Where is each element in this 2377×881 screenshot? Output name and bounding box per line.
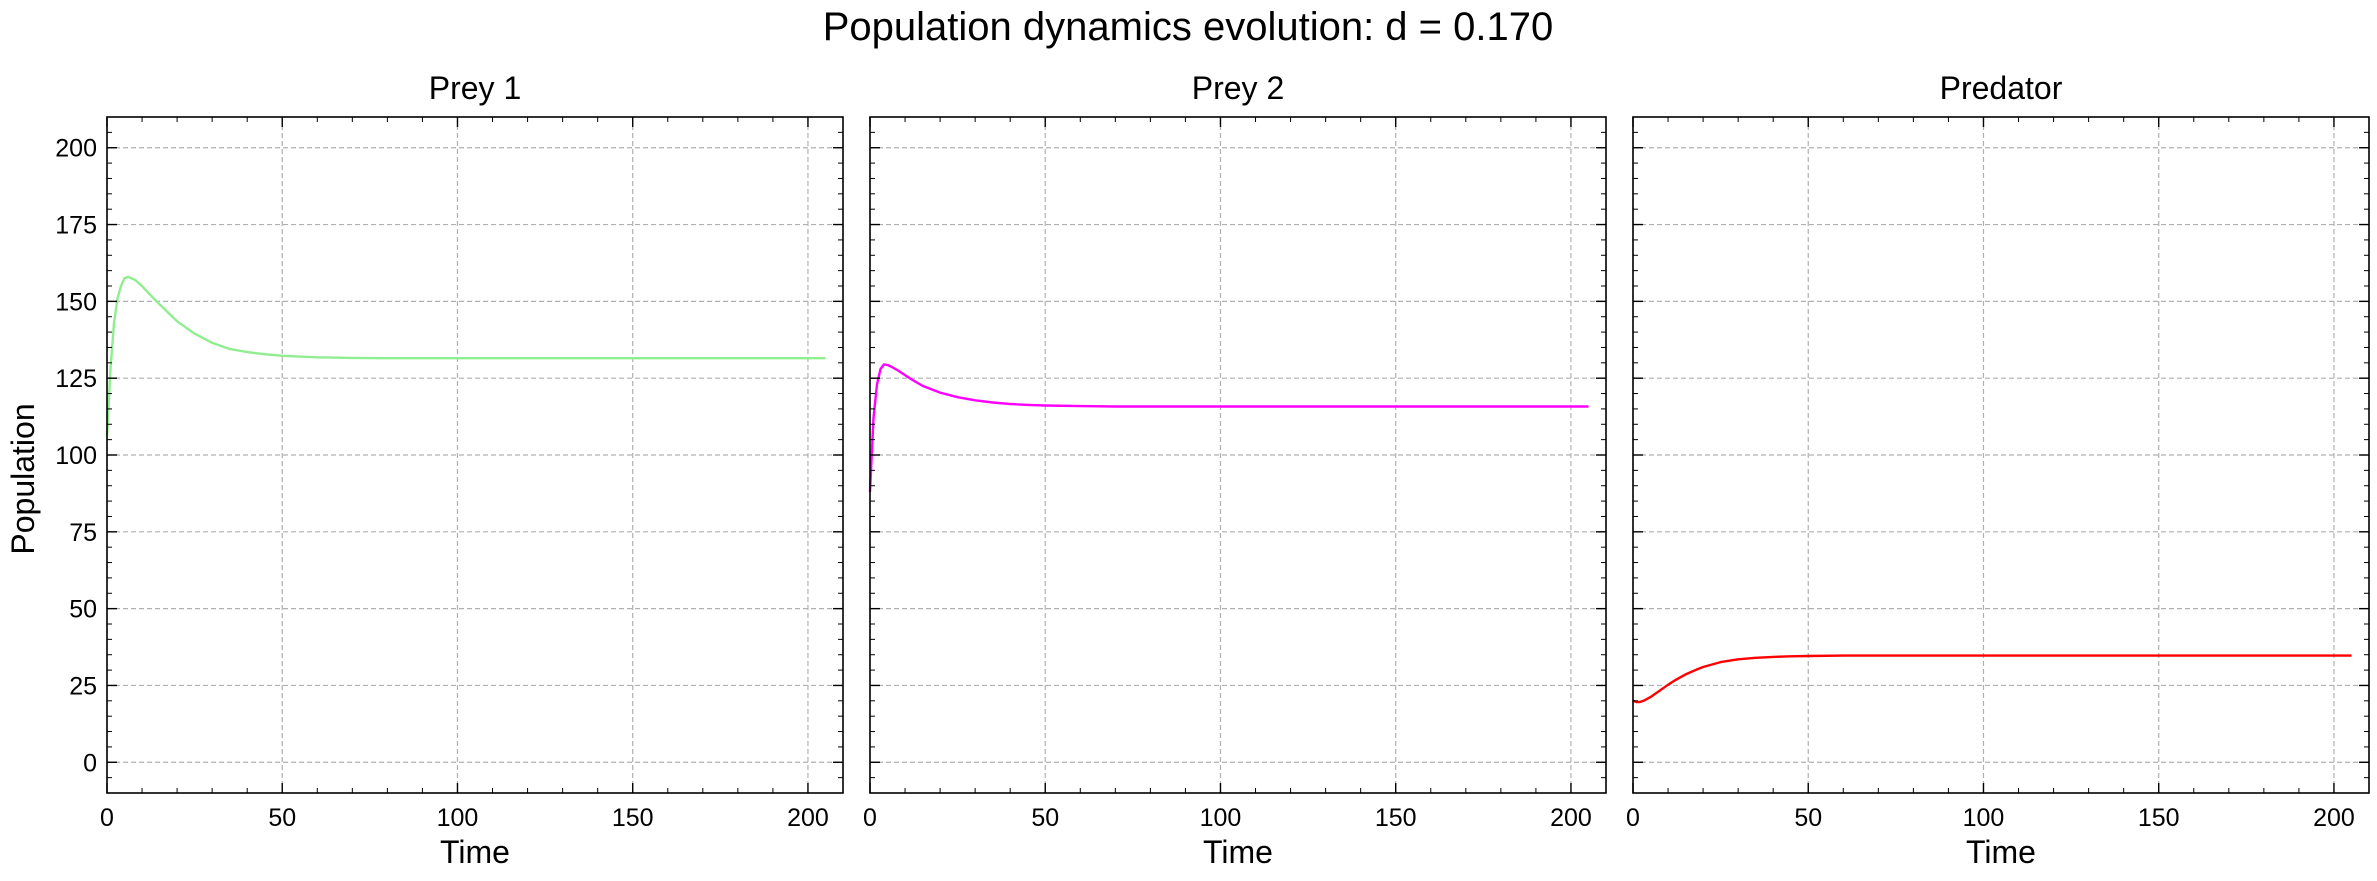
plot-frame (106, 116, 844, 794)
y-tick-label: 125 (55, 365, 97, 393)
y-tick-label: 50 (69, 596, 97, 624)
x-tick-label: 100 (1963, 804, 2005, 832)
x-axis-label: Time (1203, 834, 1273, 870)
y-tick-label: 175 (55, 212, 97, 240)
x-tick-label: 50 (268, 804, 296, 832)
x-tick-label: 100 (437, 804, 479, 832)
subplot-title: Predator (1940, 70, 2063, 106)
x-tick-label: 200 (1550, 804, 1592, 832)
y-tick-label: 0 (83, 749, 97, 777)
subplot-title: Prey 2 (1192, 70, 1284, 106)
x-tick-label: 0 (1626, 804, 1640, 832)
series-line (1632, 654, 2352, 704)
x-axis-label: Time (440, 834, 510, 870)
figure-title: Population dynamics evolution: d = 0.170 (823, 5, 1554, 49)
x-tick-label: 150 (612, 804, 654, 832)
x-tick-label: 150 (2138, 804, 2180, 832)
x-tick-label: 200 (787, 804, 829, 832)
x-tick-label: 150 (1375, 804, 1417, 832)
y-tick-label: 150 (55, 288, 97, 316)
x-tick-label: 0 (100, 804, 114, 832)
series-line (868, 363, 1589, 492)
x-axis-label: Time (1966, 834, 2036, 870)
x-tick-label: 200 (2313, 804, 2355, 832)
subplot-3: 0 50 100 150 200 Predator Time (1626, 70, 2370, 870)
x-tick-label: 100 (1200, 804, 1242, 832)
subplot-title: Prey 1 (429, 70, 521, 106)
series-line (105, 275, 826, 437)
x-tick-label: 0 (863, 804, 877, 832)
y-axis-label: Population (5, 403, 41, 554)
plot-frame (1632, 116, 2370, 794)
x-tick-label: 50 (1031, 804, 1059, 832)
subplot-2: 0 50 100 150 200 Prey 2 Time (863, 70, 1607, 870)
y-tick-label: 25 (69, 672, 97, 700)
plot-frame (869, 116, 1607, 794)
y-tick-label: 200 (55, 135, 97, 163)
x-tick-label: 50 (1794, 804, 1822, 832)
subplot-1: 0 50 100 150 200 0 25 50 75 100 125 150 175 200 Prey 1… (55, 70, 844, 870)
y-tick-label: 100 (55, 442, 97, 470)
subplots: 0 50 100 150 200 0 25 50 75 100 125 150 175 200 Prey 1… (55, 70, 2370, 870)
y-tick-label: 75 (69, 519, 97, 547)
